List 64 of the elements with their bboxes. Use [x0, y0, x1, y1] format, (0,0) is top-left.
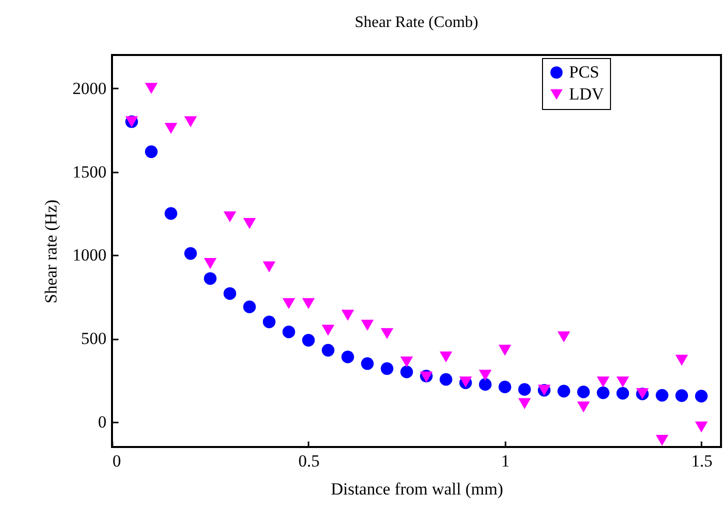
point	[400, 366, 413, 378]
point	[184, 116, 197, 128]
point	[596, 386, 610, 400]
point	[341, 310, 354, 321]
point	[478, 378, 492, 391]
point	[656, 388, 668, 402]
x-tick-label: 0.5	[298, 452, 320, 470]
point	[164, 207, 178, 220]
point	[440, 351, 452, 362]
point	[302, 298, 315, 310]
point	[224, 287, 236, 300]
point	[380, 362, 394, 375]
point	[440, 373, 452, 386]
legend-label: PCS	[569, 62, 600, 82]
point	[164, 122, 178, 134]
point	[695, 390, 708, 402]
point	[204, 258, 217, 269]
point	[558, 331, 570, 342]
point	[596, 376, 610, 388]
point	[184, 247, 197, 260]
point	[341, 350, 354, 364]
point	[322, 344, 334, 357]
point	[204, 272, 217, 285]
point	[577, 386, 590, 398]
point	[675, 354, 688, 366]
point	[224, 211, 236, 222]
point	[243, 218, 256, 229]
point	[361, 357, 374, 370]
y-tick-label: 0	[98, 412, 106, 432]
point	[616, 386, 630, 400]
legend-label: LDV	[569, 84, 605, 104]
chart-title: Shear Rate (Comb)	[354, 14, 478, 31]
point	[558, 384, 570, 398]
y-tick-label: 1000	[72, 246, 106, 265]
point	[400, 356, 413, 368]
x-tick-label: 0	[112, 452, 121, 470]
point	[577, 401, 590, 412]
y-tick-label: 500	[81, 329, 106, 348]
point	[262, 261, 276, 272]
point	[243, 300, 256, 314]
y-axis-title: Shear rate (Hz)	[42, 200, 60, 304]
point	[675, 389, 688, 402]
x-axis-title: Distance from wall (mm)	[330, 480, 504, 498]
y-tick-label: 1500	[72, 162, 106, 182]
point	[144, 145, 158, 158]
point	[478, 370, 492, 381]
point	[518, 398, 531, 410]
point	[322, 324, 334, 336]
point	[498, 380, 512, 394]
x-tick-label: 1.5	[691, 452, 712, 470]
y-tick-label: 2000	[72, 78, 106, 98]
point	[262, 316, 276, 328]
point	[616, 376, 630, 388]
point	[498, 344, 512, 356]
point	[518, 383, 531, 396]
point	[380, 328, 394, 340]
point	[656, 434, 668, 446]
point	[361, 320, 374, 331]
point	[282, 298, 296, 310]
point	[144, 82, 158, 94]
point	[695, 422, 708, 432]
point	[302, 334, 315, 347]
point	[282, 326, 296, 338]
x-tick-label: 1	[501, 452, 510, 470]
